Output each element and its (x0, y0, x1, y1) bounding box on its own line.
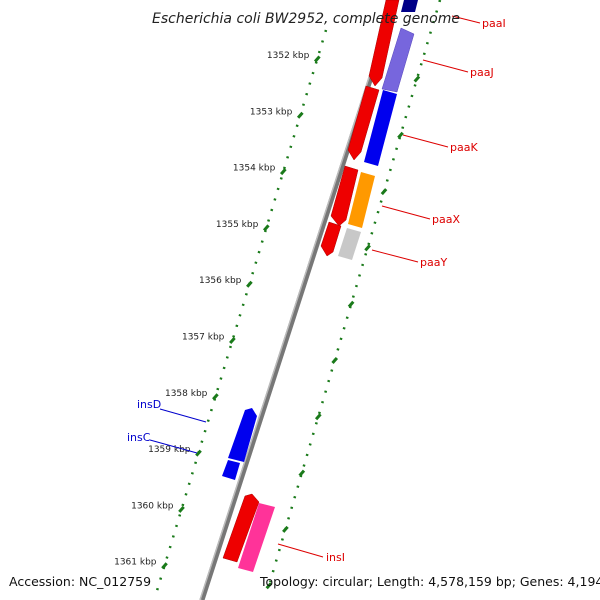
outer-tick-1353 (397, 131, 404, 139)
tick-label-1357: 1357 kbp (182, 333, 225, 343)
kbp-tick-marks (161, 55, 321, 570)
gene-features (222, 0, 418, 572)
leader-insD (159, 408, 207, 423)
outer-tick-1356 (347, 300, 355, 308)
gene-red-bottom (222, 493, 260, 563)
kbp-tick-1359 (195, 449, 202, 457)
genome-backbone (199, 0, 399, 600)
gene-paaI (368, 0, 400, 87)
leader-paaY (371, 249, 419, 263)
outer-tick-1359 (298, 469, 306, 477)
tick-label-1353: 1353 kbp (250, 107, 293, 117)
gene-label-insD: insD (137, 398, 161, 411)
gene-label-paaX: paaX (432, 213, 460, 226)
gene-label-insI: insI (326, 551, 345, 564)
outer-tick-1358 (314, 413, 322, 421)
tick-label-1354: 1354 kbp (233, 164, 276, 174)
leader-insI (277, 543, 324, 558)
tick-label-1359: 1359 kbp (148, 445, 191, 455)
kbp-tick-1357 (229, 337, 236, 344)
outer-tick-marks (265, 75, 421, 590)
tick-label-1356: 1356 kbp (199, 276, 242, 286)
gene-paaJ (381, 27, 415, 93)
gene-label-paaY: paaY (420, 256, 447, 269)
tick-label-1361: 1361 kbp (114, 558, 157, 568)
genome-title: Escherichia coli BW2952, complete genome (152, 11, 460, 27)
gene-paaK (364, 90, 397, 166)
gene-label-paaK: paaK (450, 141, 478, 154)
kbp-tick-1360 (178, 505, 185, 513)
leader-paaI (451, 15, 481, 24)
gene-red-mid-3 (320, 221, 342, 257)
genome-summary-text: Topology: circular; Length: 4,578,159 bp… (259, 574, 600, 589)
outer-tick-1360 (282, 525, 289, 533)
outer-scale-ring (268, 0, 442, 583)
gene-insC (222, 460, 240, 480)
kbp-tick-1354 (279, 168, 287, 176)
gene-label-insC: insC (127, 431, 151, 444)
leader-paaK (402, 134, 449, 148)
outer-tick-1352 (413, 75, 421, 83)
kbp-tick-1356 (246, 280, 253, 288)
outer-tick-1355 (364, 244, 371, 252)
gene-paaX (348, 172, 375, 228)
gene-insD (228, 408, 257, 462)
outer-tick-1357 (331, 357, 339, 364)
genome-backbone-highlight (199, 0, 395, 600)
tick-label-1352: 1352 kbp (267, 51, 310, 61)
tick-labels: 1352 kbp 1353 kbp 1354 kbp 1355 kbp 1356 kbp… (114, 51, 309, 568)
gene-red-mid-1 (347, 85, 380, 161)
tick-label-1358: 1358 kbp (165, 389, 208, 399)
gene-red-mid-2 (330, 165, 359, 227)
tick-label-1360: 1360 kbp (131, 501, 174, 511)
accession-text: Accession: NC_012759 (9, 574, 151, 589)
outer-tick-1361 (265, 582, 273, 590)
leader-insC (149, 439, 198, 454)
kbp-tick-1353 (296, 111, 304, 119)
kbp-tick-1361 (161, 562, 168, 570)
leader-paaJ (422, 59, 469, 73)
kbp-tick-1358 (212, 393, 219, 401)
leader-lines (149, 15, 481, 558)
gene-paaY (338, 228, 361, 260)
kbp-tick-1355 (262, 224, 270, 232)
gene-label-paaI: paaI (482, 17, 506, 30)
gene-labels: paaI paaJ paaK paaX paaY insD insC insI (127, 17, 506, 564)
leader-paaX (381, 205, 431, 220)
outer-tick-1354 (380, 188, 388, 196)
gene-navy-top (401, 0, 418, 12)
gene-insI (238, 503, 275, 572)
tick-label-1355: 1355 kbp (216, 220, 259, 230)
kbp-tick-1352 (313, 55, 321, 63)
gene-label-paaJ: paaJ (470, 66, 494, 79)
